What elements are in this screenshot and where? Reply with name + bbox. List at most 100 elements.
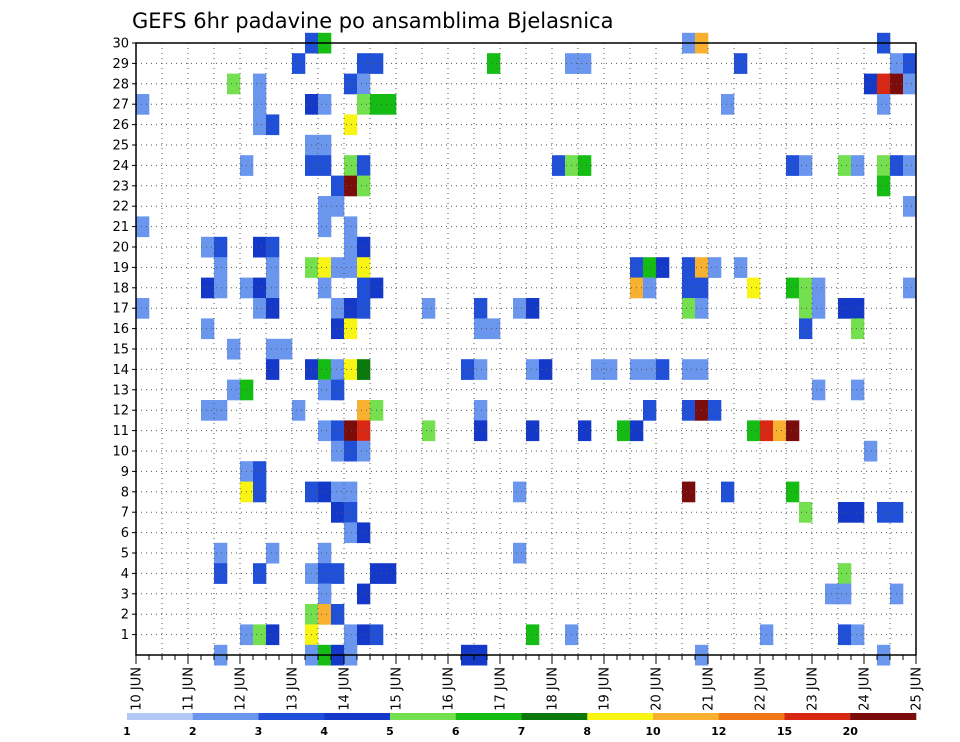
precip-cell: [279, 338, 293, 360]
precip-cell: [708, 257, 722, 278]
x-tick-label: 15 JUN: [390, 667, 405, 711]
y-tick-label: 10: [112, 445, 129, 460]
precip-cell: [318, 542, 332, 564]
y-tick-label: 16: [112, 322, 129, 337]
y-tick-label: 25: [112, 139, 129, 154]
colorbar: 1 2 3 4 5 6 7 8 10 12 15 20: [123, 713, 917, 738]
precip-cell: [422, 298, 436, 319]
precip-cell: [201, 277, 215, 299]
precip-cell: [383, 94, 397, 115]
precip-cell: [266, 542, 280, 564]
precip-cell: [474, 298, 488, 319]
y-tick-label: 14: [112, 363, 129, 378]
x-tick-label: 14 JUN: [338, 667, 353, 711]
precip-cell: [812, 277, 826, 299]
precip-cell: [266, 338, 280, 360]
precip-cell: [357, 298, 371, 319]
colorbar-label: 4: [320, 725, 328, 738]
precip-cell: [877, 502, 891, 523]
x-tick-label: 17 JUN: [494, 667, 509, 711]
y-tick-label: 28: [112, 77, 129, 92]
precip-cell: [838, 583, 852, 605]
precip-cell: [136, 216, 150, 238]
precip-cell: [344, 502, 358, 523]
precip-cell: [851, 624, 865, 646]
precip-cell: [721, 481, 735, 503]
precip-cell: [799, 298, 813, 319]
precip-cell: [682, 277, 696, 299]
x-tick-label: 19 JUN: [598, 667, 613, 711]
precip-cell: [851, 298, 865, 319]
colorbar-swatch: [587, 713, 654, 720]
precip-cell: [474, 359, 488, 380]
precip-cell: [682, 400, 696, 421]
y-tick-label: 2: [121, 608, 129, 623]
y-tick-label: 21: [112, 220, 129, 235]
y-tick-label: 1: [121, 628, 129, 643]
x-tick-label: 25 JUN: [910, 667, 925, 711]
y-axis: 1234567891011121314151617181920212223242…: [112, 37, 136, 643]
precip-cell: [487, 53, 501, 74]
precip-cell: [331, 604, 345, 625]
precip-cell: [214, 257, 228, 278]
precip-cell: [344, 440, 358, 462]
precip-cell: [357, 440, 371, 462]
precip-cell: [799, 155, 813, 176]
precip-cell: [344, 236, 358, 258]
colorbar-label: 12: [711, 725, 726, 738]
precip-cell: [331, 359, 345, 380]
precip-cell: [331, 379, 345, 401]
precip-cell: [344, 481, 358, 503]
precip-cell: [214, 542, 228, 564]
x-tick-label: 16 JUN: [442, 667, 457, 711]
y-tick-label: 23: [112, 179, 129, 194]
precip-cell: [786, 481, 800, 503]
precip-cell: [903, 277, 917, 299]
precip-cell: [656, 359, 670, 380]
precip-cell: [331, 196, 345, 217]
precip-cell: [799, 277, 813, 299]
precip-cell: [292, 53, 306, 74]
precip-cell: [903, 53, 917, 74]
precip-cell: [682, 481, 696, 503]
precip-cell: [747, 277, 761, 299]
precip-cell: [617, 420, 631, 442]
precip-cell: [318, 216, 332, 238]
y-tick-label: 26: [112, 118, 129, 133]
precip-cell: [357, 583, 371, 605]
precip-cell: [344, 257, 358, 278]
precip-cell: [331, 420, 345, 442]
y-tick-label: 15: [112, 343, 129, 358]
precip-cell: [136, 298, 150, 319]
precip-cell: [422, 420, 436, 442]
x-tick-label: 23 JUN: [806, 667, 821, 711]
precip-cell: [344, 175, 358, 197]
precip-cell: [214, 400, 228, 421]
precip-cell: [344, 155, 358, 176]
precip-cell: [318, 563, 332, 584]
precip-cell: [513, 481, 527, 503]
precip-cell: [266, 277, 280, 299]
precip-cell: [292, 400, 306, 421]
y-tick-label: 11: [112, 424, 129, 439]
precip-cell: [253, 624, 267, 646]
colorbar-label: 20: [843, 725, 859, 738]
precip-cell: [331, 440, 345, 462]
precip-cell: [786, 277, 800, 299]
precip-cell: [357, 420, 371, 442]
precip-cell: [864, 440, 878, 462]
y-tick-label: 18: [112, 281, 129, 296]
y-tick-label: 27: [112, 98, 129, 113]
precip-cell: [214, 277, 228, 299]
colorbar-swatch: [784, 713, 851, 720]
y-tick-label: 4: [121, 567, 129, 582]
precip-cell: [526, 420, 540, 442]
y-tick-label: 30: [112, 37, 129, 52]
y-tick-label: 12: [112, 404, 129, 419]
precip-cell: [838, 155, 852, 176]
colorbar-swatch: [455, 713, 522, 720]
precip-cell: [344, 216, 358, 238]
x-tick-label: 10 JUN: [130, 667, 145, 711]
precip-cell: [682, 359, 696, 380]
